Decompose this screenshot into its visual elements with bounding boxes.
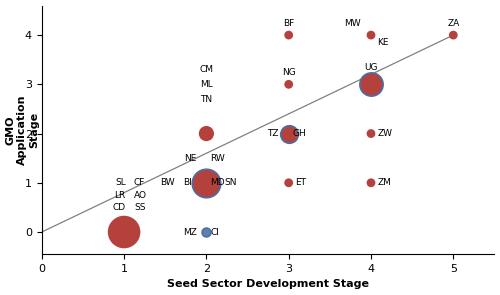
Point	[284, 33, 292, 37]
Text: KE: KE	[378, 38, 389, 47]
Y-axis label: GMO
Application
Stage: GMO Application Stage	[6, 95, 39, 165]
Text: NG: NG	[282, 68, 296, 77]
Text: MW: MW	[344, 19, 361, 28]
Text: ZW: ZW	[378, 129, 392, 138]
Text: SS: SS	[134, 203, 145, 212]
Point	[450, 33, 458, 37]
Point	[367, 33, 375, 37]
Point	[367, 131, 375, 136]
Text: MD: MD	[210, 178, 225, 187]
Text: RW: RW	[210, 154, 226, 163]
Text: TZ: TZ	[268, 129, 279, 138]
Point	[284, 181, 292, 185]
Text: UG: UG	[364, 63, 378, 72]
Point	[284, 131, 292, 136]
Text: GH: GH	[293, 129, 306, 138]
Text: CI: CI	[210, 227, 220, 237]
Text: BF: BF	[283, 19, 294, 28]
Point	[202, 131, 210, 136]
Text: TN: TN	[200, 95, 212, 104]
Text: NE: NE	[184, 154, 196, 163]
Point	[202, 230, 210, 234]
Text: ET: ET	[296, 178, 306, 187]
Point	[367, 181, 375, 185]
Text: SL: SL	[115, 178, 126, 187]
Text: SN: SN	[224, 178, 237, 187]
Point	[120, 230, 128, 234]
Text: CM: CM	[200, 65, 213, 74]
Text: ML: ML	[200, 80, 213, 89]
Point	[284, 82, 292, 87]
Point	[202, 181, 210, 185]
Text: CD: CD	[112, 203, 126, 212]
Text: ZM: ZM	[378, 178, 392, 187]
Text: ZA: ZA	[447, 19, 460, 28]
X-axis label: Seed Sector Development Stage: Seed Sector Development Stage	[167, 279, 369, 289]
Point	[367, 82, 375, 87]
Text: BW: BW	[160, 178, 175, 187]
Text: CF: CF	[134, 178, 145, 187]
Text: AO: AO	[134, 191, 147, 200]
Text: LR: LR	[114, 191, 126, 200]
Text: BI: BI	[183, 178, 192, 187]
Text: MZ: MZ	[182, 227, 196, 237]
